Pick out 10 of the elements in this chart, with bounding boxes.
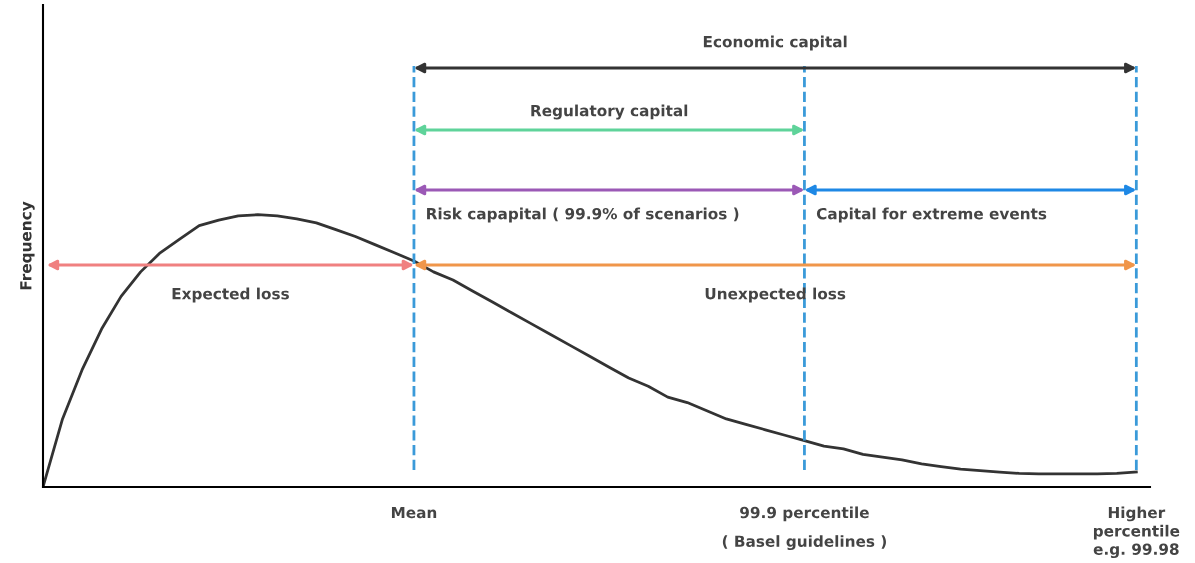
annotation: Expected loss	[172, 287, 289, 303]
text: Regulatory capital	[531, 104, 688, 120]
y-axis-title: Frequency	[20, 201, 35, 290]
x-tick-label: 99.9 percentile ( Basel guidelines )	[722, 506, 886, 551]
x-tick-label: Higher percentile e.g. 99.98	[1093, 506, 1180, 559]
x-tick-label: Mean	[391, 506, 437, 519]
text: Economic capital	[703, 35, 847, 51]
annotation: Risk capapital ( 99.9% of scenarios )	[427, 207, 739, 223]
annotation: Unexpected loss	[705, 287, 846, 303]
annotation: Capital for extreme events	[816, 207, 1047, 223]
